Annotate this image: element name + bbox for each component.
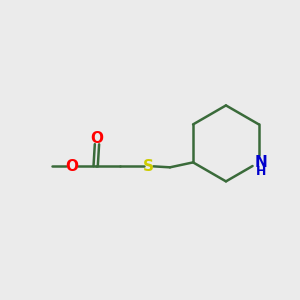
Text: S: S <box>143 159 154 174</box>
Text: N: N <box>255 155 268 170</box>
Text: O: O <box>65 159 78 174</box>
Text: H: H <box>256 165 267 178</box>
Text: O: O <box>91 131 103 146</box>
